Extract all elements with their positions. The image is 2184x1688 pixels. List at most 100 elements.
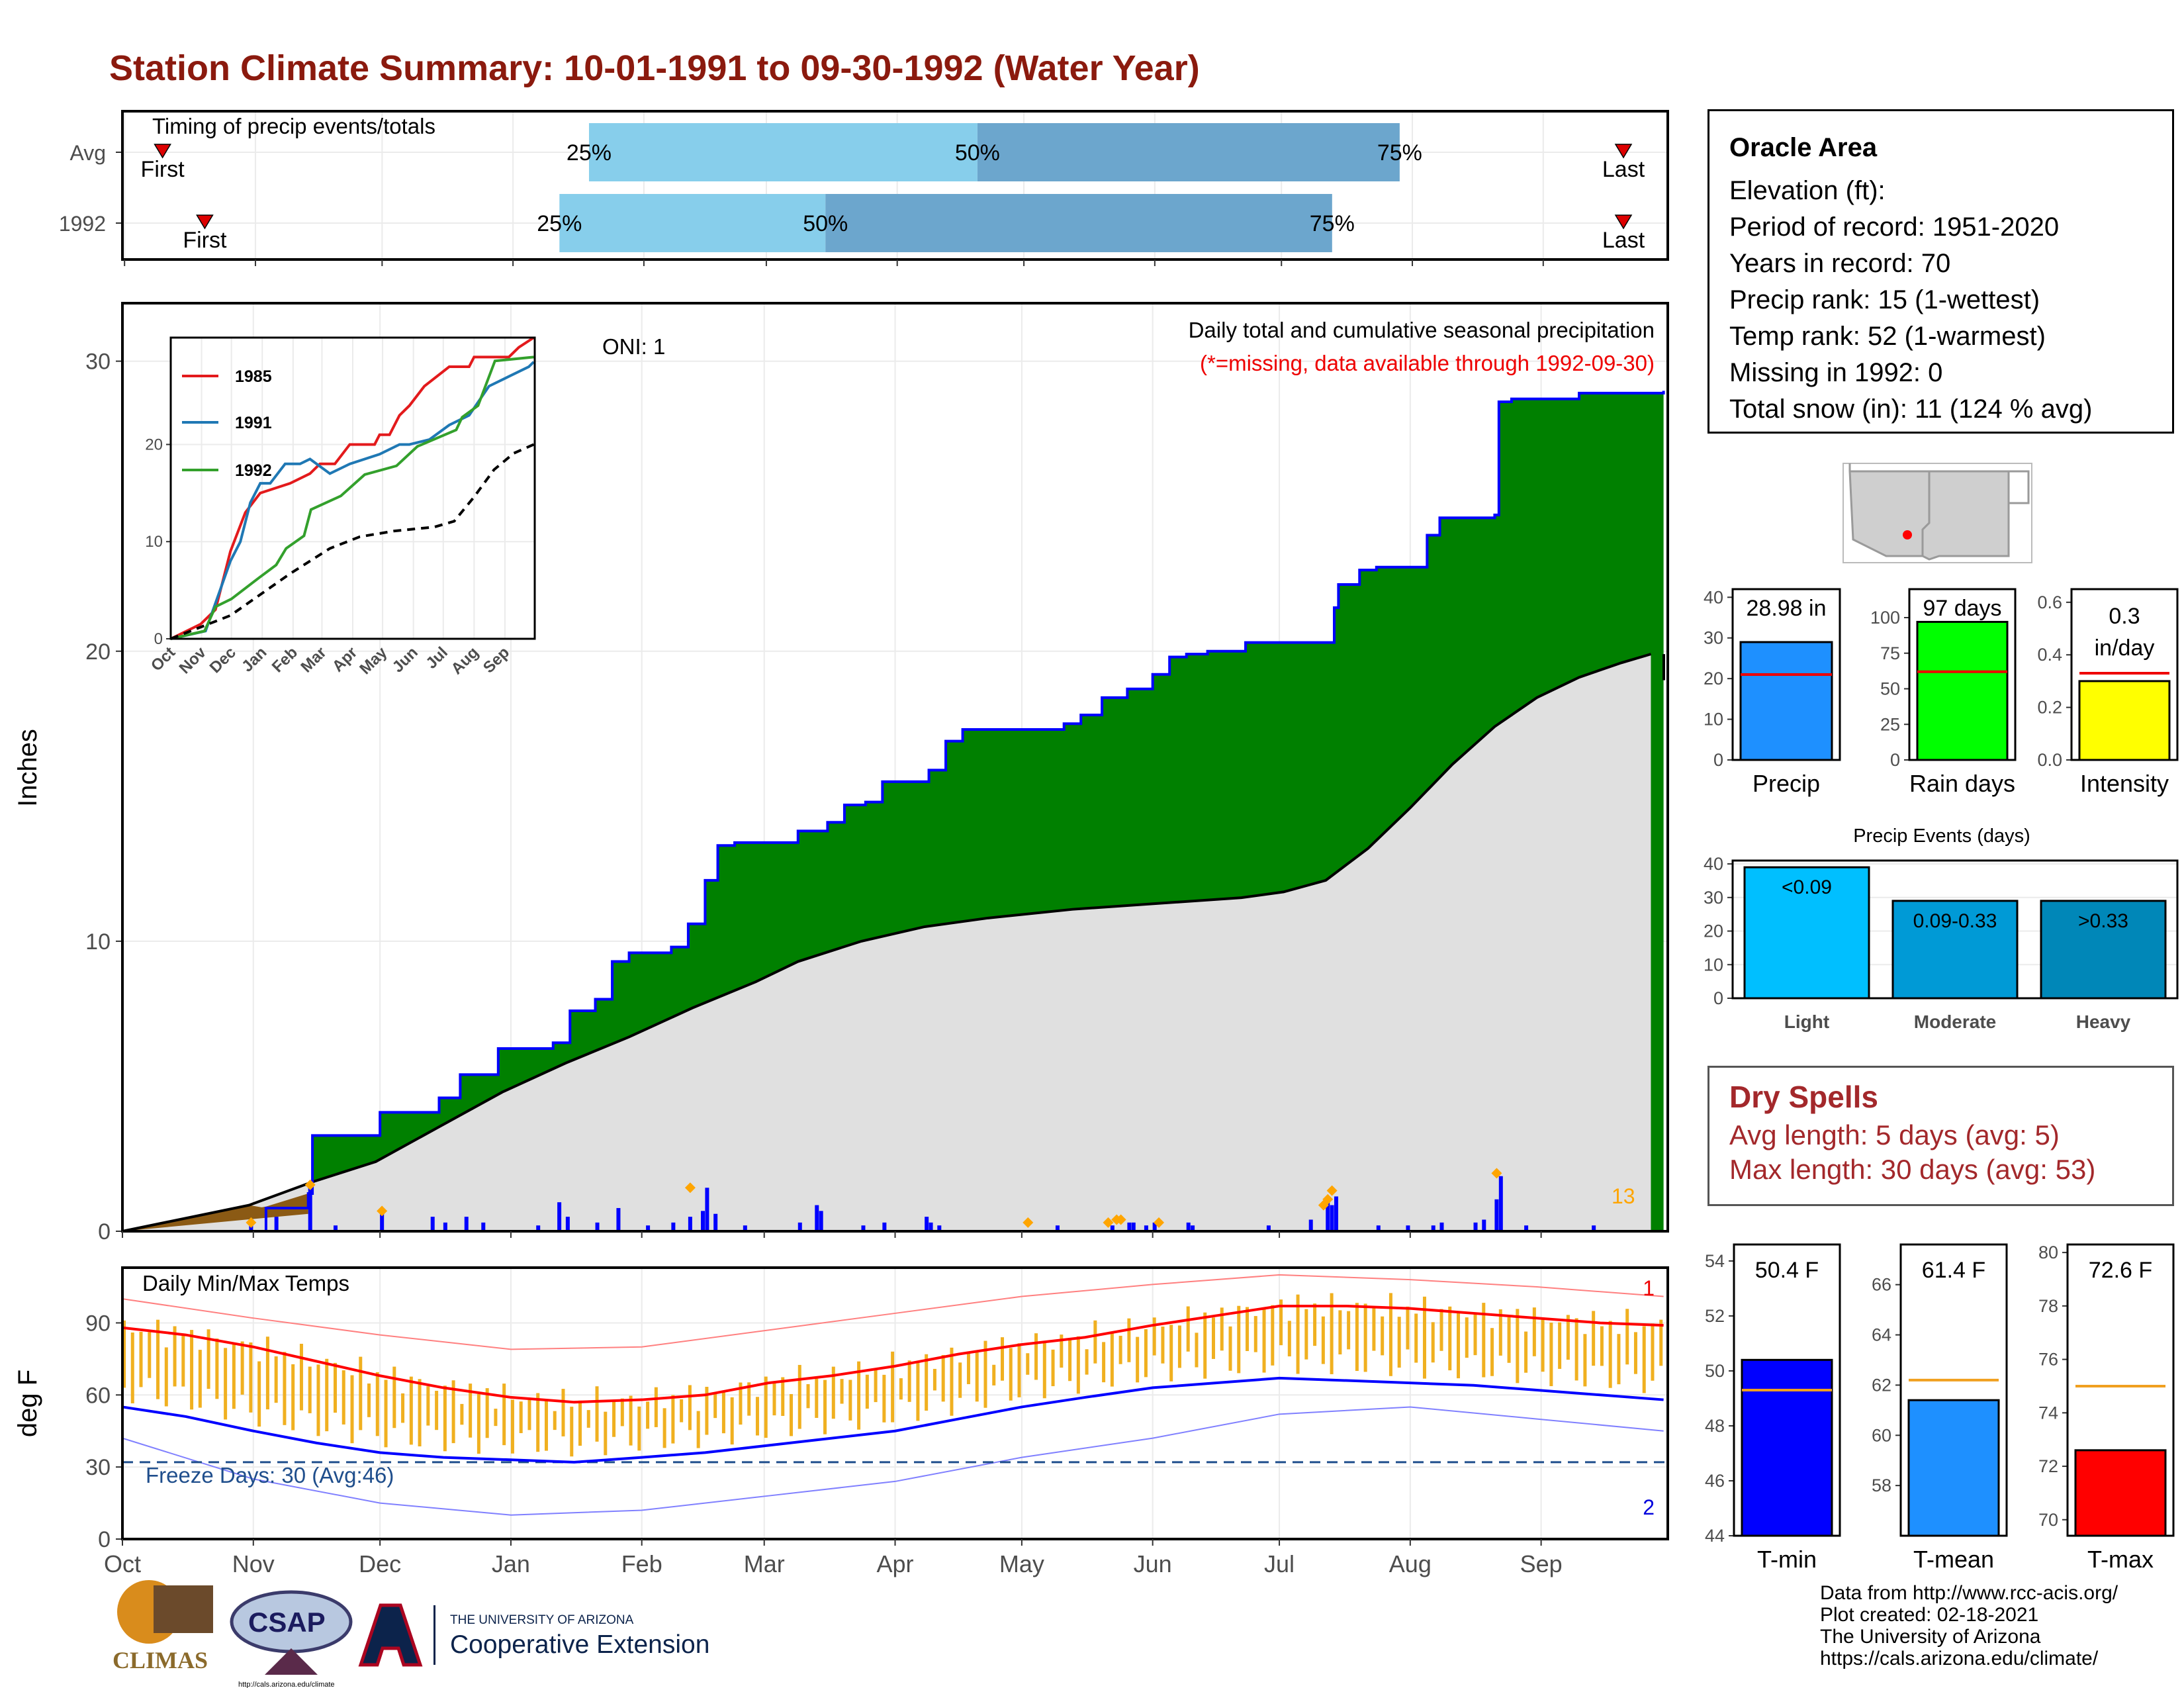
temps-daily-bar [1498,1309,1502,1356]
precip-summary-1-name-label: Rain days [1909,770,2015,797]
temps-daily-bar [1381,1316,1385,1356]
ua-big-label: Cooperative Extension [450,1630,709,1659]
precip-extreme-marker [1491,1168,1502,1179]
precip-summary-2-value-label: in/day [2095,635,2155,661]
timing-last-marker [1614,144,1633,159]
temps-daily-bar [1085,1349,1089,1375]
precip-daily-bar [1152,1222,1157,1231]
precip-summary-1-ytick-label: 0 [1890,750,1900,770]
temps-daily-bar [570,1407,574,1457]
station-snow: Total snow (in): 11 (124 % avg) [1729,395,2093,424]
precip-daily-bar [333,1225,338,1231]
temps-daily-bar [992,1364,996,1385]
inset-ytick-label: 0 [154,630,163,648]
temps-ytick-label: 0 [98,1527,111,1552]
temps-daily-bar [494,1409,498,1427]
temp-summary-1-ytick-label: 60 [1872,1425,1891,1445]
timing-bar-25-50 [559,194,826,252]
temps-daily-bar [426,1386,430,1426]
temps-daily-bar [1000,1337,1004,1381]
precip-daily-bar [1482,1219,1486,1231]
precip-daily-bar [536,1225,541,1231]
precip-summary-2-ytick-label: 0.2 [2037,698,2062,718]
temps-daily-bar [933,1368,936,1391]
temps-daily-bar [206,1329,210,1389]
temps-daily-bar [1144,1329,1148,1378]
station-temp-rank: Temp rank: 52 (1-warmest) [1729,322,2046,351]
temp-summary-1-frame [1899,1243,2008,1537]
temp-summary-0-ytick-label: 46 [1705,1471,1725,1491]
precip-daily-bar [713,1213,718,1231]
temps-daily-bar [696,1411,700,1448]
temps-daily-bar [1507,1317,1511,1363]
temps-daily-bar [1625,1309,1629,1365]
precip-summary-0-ytick-label: 0 [1713,750,1723,770]
credits-line4: https://cals.arizona.edu/climate/ [1820,1648,2099,1669]
precip-daily-bar [430,1217,435,1231]
temps-daily-bar [612,1400,616,1437]
temp-summary-2-ytick-label: 80 [2038,1243,2058,1262]
temps-daily-bar [469,1383,473,1438]
precip-daily-bar [1326,1202,1330,1231]
timing-row-label: 1992 [59,212,106,236]
temps-daily-bar [1169,1325,1173,1382]
temps-daily-bar [1338,1310,1342,1355]
temps-daily-bar [359,1356,363,1430]
precip-daily-bar [937,1225,942,1231]
inset-ytick-label: 10 [145,533,163,551]
precip-daily-bar [1498,1176,1503,1231]
precip-daily-bar [1266,1225,1271,1231]
temps-daily-bar [925,1354,929,1411]
temps-daily-bar [831,1366,835,1419]
temps-daily-bar [1608,1321,1612,1388]
precip-daily-bar [1308,1219,1313,1231]
temps-daily-bar [1237,1305,1241,1374]
temps-daily-bar [139,1331,143,1387]
temps-daily-bar [1388,1293,1392,1376]
temps-daily-bar [713,1392,717,1419]
timing-first-marker [196,214,214,230]
arizona-shape [1848,470,1931,557]
temps-daily-bar [1431,1322,1435,1363]
temps-daily-bar [848,1380,852,1421]
events-bar-label: <0.09 [1782,876,1832,898]
timing-first-label: First [183,228,227,253]
temps-daily-bar [1246,1307,1250,1351]
precip-extreme-marker [377,1205,388,1217]
temps-daily-bar [721,1391,725,1434]
temps-record-min-line [122,1406,1664,1516]
precip-daily-bar [797,1222,802,1231]
timing-first-marker [154,144,171,159]
temps-daily-bar [198,1350,202,1408]
temps-record-low-count: 2 [1643,1495,1655,1519]
temp-summary-0-bar [1741,1358,1833,1537]
temp-summary-1-value-label: 61.4 F [1922,1258,1985,1283]
temps-daily-bar [1355,1303,1359,1372]
temps-daily-bar [637,1406,641,1451]
events-bar [1743,866,1870,1000]
temps-daily-bar [1186,1306,1190,1352]
precip-daily-bar [1110,1225,1115,1231]
credits-line3: The University of Arizona [1820,1626,2041,1648]
temps-daily-bar [215,1338,219,1399]
temps-daily-bar [333,1362,337,1413]
precip-daily-bar [815,1205,819,1231]
temps-freeze-label: Freeze Days: 30 (Avg:46) [146,1463,394,1487]
temps-daily-bar [966,1351,970,1385]
temps-daily-bar [1177,1325,1181,1368]
precip-ytick-label: 30 [85,350,111,375]
temps-ytick-label: 30 [85,1455,111,1480]
precip-daily-bar [1431,1225,1435,1231]
temps-daily-bar [375,1372,379,1436]
inset-frame [169,336,536,640]
temp-summary-2-ytick-label: 76 [2038,1350,2058,1370]
precip-title: Daily total and cumulative seasonal prec… [1189,318,1655,342]
precip-summary-0-frame [1731,588,1841,761]
temps-daily-bar [1304,1309,1308,1360]
precip-daily-bar [743,1225,747,1231]
temps-daily-bar [181,1335,185,1387]
temps-daily-bar [130,1332,134,1403]
temps-daily-bar [1042,1342,1046,1399]
temps-daily-bar [1633,1332,1637,1374]
station-info-box: Oracle Area Elevation (ft): Period of re… [1707,109,2174,434]
